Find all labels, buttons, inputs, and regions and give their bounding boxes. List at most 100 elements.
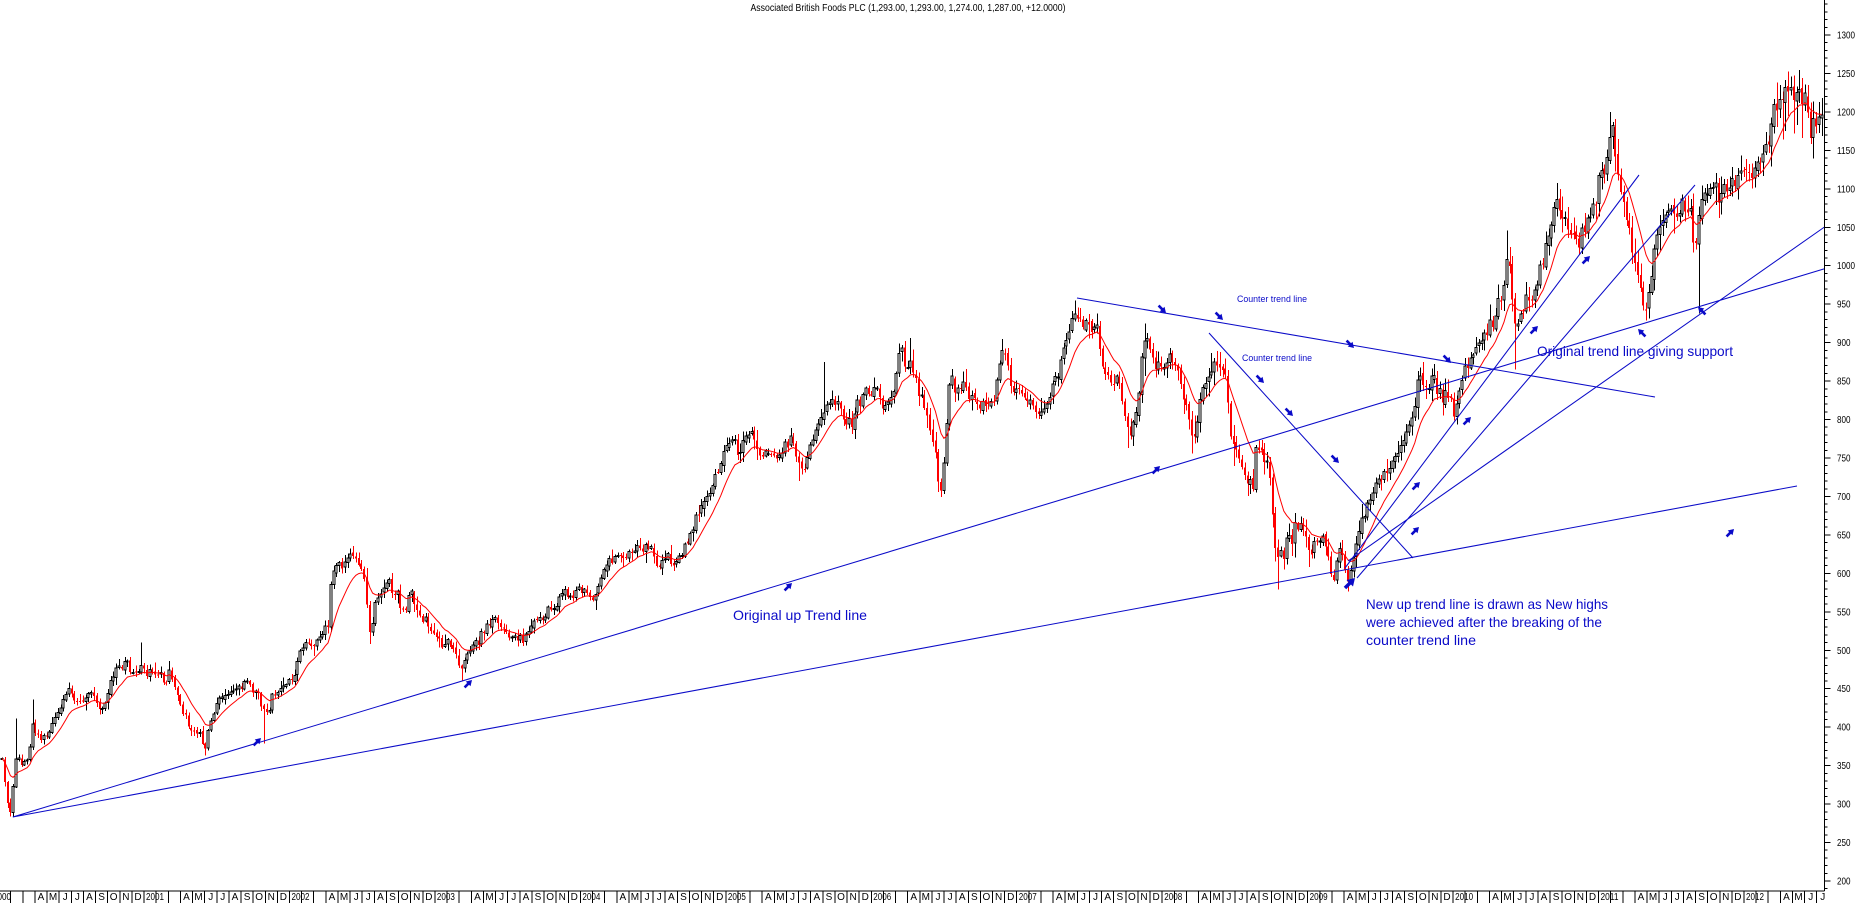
svg-text:600: 600	[1837, 568, 1851, 580]
svg-text:D: D	[1152, 892, 1159, 903]
svg-text:A: A	[1056, 892, 1063, 903]
svg-text:M: M	[1213, 892, 1221, 903]
svg-text:A: A	[765, 892, 772, 903]
svg-text:Original trend line giving sup: Original trend line giving support	[1537, 343, 1733, 359]
svg-text:M: M	[776, 892, 784, 903]
svg-text:300: 300	[1837, 799, 1851, 811]
svg-text:S: S	[1262, 892, 1269, 903]
svg-text:N: N	[413, 892, 420, 903]
svg-text:D: D	[1007, 892, 1014, 903]
svg-text:S: S	[1698, 892, 1705, 903]
svg-text:J: J	[208, 892, 213, 903]
svg-text:A: A	[377, 892, 384, 903]
svg-text:2003: 2003	[437, 892, 455, 903]
svg-text:M: M	[1067, 892, 1075, 903]
svg-text:J: J	[657, 892, 662, 903]
svg-text:N: N	[268, 892, 275, 903]
svg-text:1200: 1200	[1837, 106, 1855, 118]
svg-text:M: M	[194, 892, 202, 903]
svg-text:1050: 1050	[1837, 222, 1855, 234]
svg-text:950: 950	[1837, 299, 1851, 311]
svg-text:N: N	[995, 892, 1002, 903]
svg-text:450: 450	[1837, 683, 1851, 695]
svg-text:1300: 1300	[1837, 30, 1855, 42]
svg-text:1250: 1250	[1837, 68, 1855, 80]
svg-text:were achieved after the breaki: were achieved after the breaking of the	[1365, 614, 1602, 630]
svg-text:650: 650	[1837, 529, 1851, 541]
svg-text:200: 200	[1837, 876, 1851, 888]
svg-text:J: J	[802, 892, 807, 903]
svg-text:A: A	[668, 892, 675, 903]
svg-text:S: S	[535, 892, 542, 903]
svg-text:A: A	[1347, 892, 1354, 903]
svg-text:2011: 2011	[1601, 892, 1619, 903]
svg-text:J: J	[1663, 892, 1668, 903]
svg-text:A: A	[1638, 892, 1645, 903]
svg-text:A: A	[329, 892, 336, 903]
svg-text:N: N	[559, 892, 566, 903]
svg-text:J: J	[1093, 892, 1098, 903]
svg-text:S: S	[389, 892, 396, 903]
svg-text:J: J	[1820, 892, 1825, 903]
svg-text:Counter trend line: Counter trend line	[1237, 294, 1307, 305]
svg-text:N: N	[1140, 892, 1147, 903]
svg-text:D: D	[1589, 892, 1596, 903]
svg-text:800: 800	[1837, 414, 1851, 426]
svg-text:A: A	[232, 892, 239, 903]
svg-text:O: O	[1710, 892, 1718, 903]
svg-text:J: J	[354, 892, 359, 903]
svg-text:J: J	[1675, 892, 1680, 903]
svg-text:1100: 1100	[1837, 183, 1855, 195]
svg-text:J: J	[75, 892, 80, 903]
svg-text:O: O	[1128, 892, 1136, 903]
svg-text:J: J	[1239, 892, 1244, 903]
svg-text:A: A	[1541, 892, 1548, 903]
svg-text:S: S	[971, 892, 978, 903]
svg-text:1000: 1000	[1837, 260, 1855, 272]
svg-text:J: J	[1384, 892, 1389, 903]
svg-text:A: A	[38, 892, 45, 903]
svg-text:S: S	[1407, 892, 1414, 903]
svg-text:A: A	[619, 892, 626, 903]
svg-text:2010: 2010	[1455, 892, 1473, 903]
svg-text:O: O	[1419, 892, 1427, 903]
svg-text:O: O	[837, 892, 845, 903]
svg-text:D: D	[425, 892, 432, 903]
svg-text:2002: 2002	[292, 892, 310, 903]
svg-text:S: S	[680, 892, 687, 903]
svg-text:2008: 2008	[1164, 892, 1182, 903]
svg-text:O: O	[1273, 892, 1281, 903]
svg-text:D: D	[1298, 892, 1305, 903]
svg-text:J: J	[790, 892, 795, 903]
svg-text:500: 500	[1837, 645, 1851, 657]
svg-text:J: J	[1226, 892, 1231, 903]
svg-text:S: S	[98, 892, 105, 903]
svg-text:D: D	[134, 892, 141, 903]
svg-text:N: N	[1722, 892, 1729, 903]
svg-text:J: J	[1372, 892, 1377, 903]
svg-text:N: N	[704, 892, 711, 903]
svg-text:N: N	[1577, 892, 1584, 903]
svg-text:S: S	[244, 892, 251, 903]
svg-text:Original up Trend line: Original up Trend line	[733, 607, 867, 623]
svg-text:M: M	[631, 892, 639, 903]
svg-text:M: M	[1794, 892, 1802, 903]
svg-text:M: M	[1503, 892, 1511, 903]
svg-text:D: D	[280, 892, 287, 903]
svg-text:J: J	[220, 892, 225, 903]
svg-text:D: D	[716, 892, 723, 903]
svg-text:J: J	[1081, 892, 1086, 903]
svg-text:350: 350	[1837, 760, 1851, 772]
svg-text:O: O	[692, 892, 700, 903]
svg-text:N: N	[1431, 892, 1438, 903]
svg-text:M: M	[922, 892, 930, 903]
svg-text:900: 900	[1837, 337, 1851, 349]
svg-text:S: S	[1116, 892, 1123, 903]
svg-text:M: M	[1649, 892, 1657, 903]
svg-text:2000: 2000	[0, 892, 11, 903]
svg-text:M: M	[340, 892, 348, 903]
svg-text:2009: 2009	[1310, 892, 1328, 903]
svg-text:M: M	[1358, 892, 1366, 903]
svg-text:J: J	[936, 892, 941, 903]
svg-text:J: J	[948, 892, 953, 903]
